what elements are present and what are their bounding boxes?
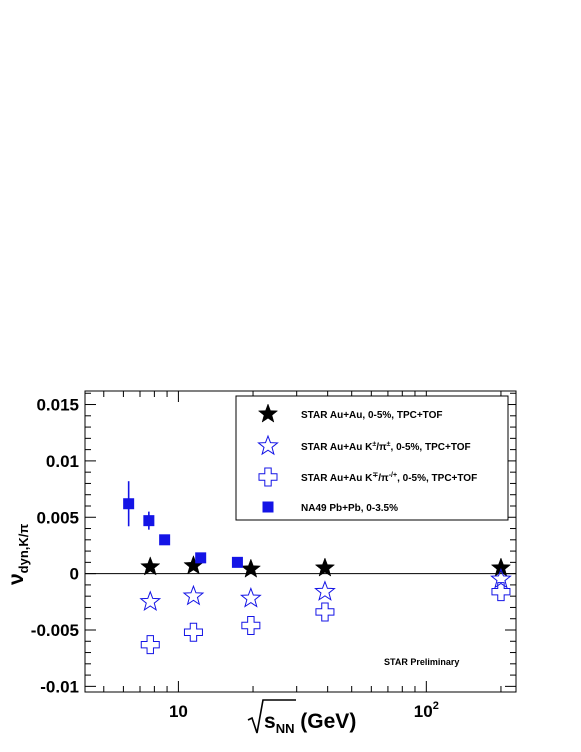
data-point-series-0 bbox=[140, 556, 161, 576]
x-tick-label: 10 bbox=[169, 702, 188, 721]
data-point-series-1 bbox=[182, 584, 205, 606]
legend-marker-2 bbox=[258, 467, 278, 487]
data-point-series-3 bbox=[123, 498, 135, 510]
data-point-series-3 bbox=[195, 552, 207, 564]
data-point-series-3 bbox=[143, 515, 155, 527]
legend-text-part: , 0-5%, TPC+TOF bbox=[397, 473, 477, 484]
x-tick-label: 102 bbox=[414, 700, 439, 721]
legend-text-part: /π bbox=[376, 442, 387, 453]
data-point-series-1 bbox=[314, 580, 336, 601]
data-point-series-2 bbox=[315, 602, 335, 622]
y-tick-label: -0.01 bbox=[40, 677, 79, 696]
legend-text-super: -/+ bbox=[389, 472, 397, 479]
data-point-series-3 bbox=[159, 534, 171, 546]
annotation-text: STAR Preliminary bbox=[384, 657, 459, 667]
legend-text-part: /π bbox=[378, 473, 389, 484]
y-tick-label: 0.005 bbox=[36, 508, 79, 527]
sqrt-symbol bbox=[247, 699, 296, 734]
data-point-series-2 bbox=[241, 615, 261, 635]
x-tick-label-exponent: 2 bbox=[433, 700, 439, 712]
data-point-series-2 bbox=[183, 622, 203, 642]
data-point-series-0 bbox=[240, 558, 262, 578]
legend-text-part: , 0-5%, TPC+TOF bbox=[391, 442, 471, 453]
legend-label-2: STAR Au+Au K∓/π-/+, 0-5%, TPC+TOF bbox=[301, 472, 477, 484]
data-point-series-2 bbox=[491, 582, 511, 602]
data-point-series-0 bbox=[490, 557, 512, 577]
x-axis-title-main: s bbox=[264, 710, 276, 733]
data-point-series-1 bbox=[239, 587, 262, 608]
data-point-series-0 bbox=[314, 557, 336, 577]
legend-box bbox=[235, 395, 509, 521]
legend-text-super: ± bbox=[372, 441, 376, 448]
legend-text-part: STAR Au+Au K bbox=[301, 442, 373, 453]
data-point-series-2 bbox=[140, 635, 160, 655]
legend-marker-3 bbox=[262, 501, 274, 513]
legend-label-0: STAR Au+Au, 0-5%, TPC+TOF bbox=[301, 410, 443, 421]
legend-label-1: STAR Au+Au K±/π±, 0-5%, TPC+TOF bbox=[301, 441, 471, 453]
data-point-series-1 bbox=[139, 590, 162, 612]
y-tick-label: 0.015 bbox=[36, 396, 79, 415]
x-axis-title-sub: NN bbox=[276, 721, 295, 736]
labels-layer: 0.015 0.01 0.005 0 -0.005 -0.01 10 102 STAR Prel… bbox=[5, 396, 459, 736]
y-axis-title: νdyn,K/π bbox=[5, 524, 31, 585]
data-layer bbox=[123, 481, 512, 655]
axes-layer bbox=[85, 391, 516, 692]
legend-text-super: ∓ bbox=[372, 472, 378, 479]
y-tick-label: -0.005 bbox=[31, 621, 79, 640]
legend-label-3: NA49 Pb+Pb, 0-3.5% bbox=[301, 503, 398, 514]
legend-marker-1 bbox=[257, 434, 279, 456]
data-point-series-1 bbox=[490, 567, 512, 589]
x-axis-title: sNN (GeV) bbox=[264, 710, 356, 736]
y-tick-label: 0 bbox=[70, 565, 79, 584]
y-tick-label: 0.01 bbox=[46, 452, 79, 471]
y-axis-title-main: ν bbox=[5, 573, 28, 585]
plot-frame bbox=[84, 390, 517, 693]
y-axis-title-sub: dyn,K/π bbox=[16, 524, 31, 574]
legend-text-part: STAR Au+Au K bbox=[301, 473, 373, 484]
x-axis-title-unit: (GeV) bbox=[294, 710, 356, 733]
legend-marker-0 bbox=[257, 403, 279, 423]
data-point-series-3 bbox=[231, 556, 243, 568]
legend-text-super: ± bbox=[387, 441, 391, 448]
